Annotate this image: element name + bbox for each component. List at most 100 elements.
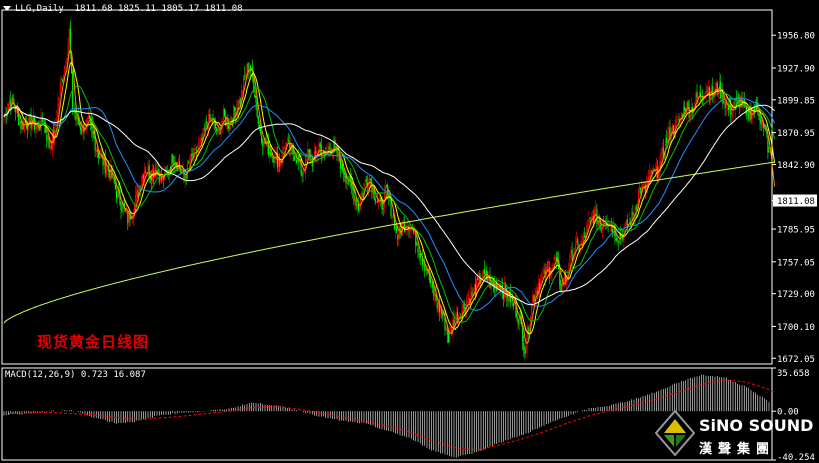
y-tick-label: 1927.90 — [777, 64, 815, 74]
y-tick-label: 1729.00 — [777, 290, 815, 300]
dropdown-arrow-icon[interactable] — [3, 6, 11, 11]
bull-candle — [570, 250, 572, 254]
bear-candle — [73, 109, 75, 111]
bull-candle — [510, 296, 512, 301]
bear-candle — [225, 115, 227, 126]
macd-tick-label: 0.00 — [777, 408, 799, 418]
bear-candle — [635, 206, 637, 210]
bull-candle — [47, 135, 49, 140]
bull-candle — [434, 293, 436, 298]
bear-candle — [165, 169, 167, 172]
bull-candle — [65, 66, 67, 68]
bull-candle — [54, 127, 56, 139]
bull-candle — [690, 106, 692, 117]
bear-candle — [453, 319, 455, 328]
bear-candle — [271, 154, 273, 156]
bull-candle — [535, 289, 537, 297]
bear-candle — [143, 174, 145, 179]
bull-candle — [86, 117, 88, 123]
bull-candle — [189, 162, 191, 164]
bull-candle — [285, 142, 287, 146]
bear-candle — [352, 185, 354, 190]
bear-candle — [120, 203, 122, 211]
bull-candle — [711, 85, 713, 96]
bear-candle — [80, 127, 82, 130]
bear-candle — [234, 107, 236, 111]
bull-candle — [490, 278, 492, 289]
bear-candle — [696, 91, 698, 98]
bull-candle — [689, 115, 691, 119]
bull-candle — [476, 279, 478, 296]
bear-candle — [249, 66, 251, 72]
bear-candle — [716, 82, 718, 93]
bull-candle — [361, 192, 363, 198]
bull-candle — [126, 210, 128, 213]
bear-candle — [188, 162, 190, 164]
bull-candle — [82, 124, 84, 132]
bull-candle — [95, 148, 97, 152]
bear-candle — [206, 122, 208, 124]
bull-candle — [391, 216, 393, 218]
bear-candle — [46, 134, 48, 141]
bull-candle — [305, 155, 307, 173]
bear-candle — [96, 150, 98, 152]
bear-candle — [456, 311, 458, 324]
bull-candle — [208, 113, 210, 131]
bull-candle — [459, 316, 461, 318]
bull-candle — [642, 186, 644, 188]
bull-candle — [409, 228, 411, 231]
bull-candle — [136, 190, 138, 195]
bear-candle — [536, 291, 538, 293]
y-tick-label: 1757.05 — [777, 258, 815, 268]
bear-candle — [533, 294, 535, 302]
logo-english-text: SiNO SOUND — [699, 416, 814, 435]
bull-candle — [410, 227, 412, 231]
bull-candle — [107, 167, 109, 170]
bull-candle — [639, 185, 641, 193]
bear-candle — [253, 77, 255, 90]
bear-candle — [666, 137, 668, 144]
bear-candle — [347, 181, 349, 184]
bear-candle — [209, 113, 211, 121]
bear-candle — [505, 283, 507, 292]
bear-candle — [681, 114, 683, 119]
bear-candle — [89, 115, 91, 119]
bear-candle — [353, 188, 355, 201]
bear-candle — [483, 269, 485, 274]
bull-candle — [263, 137, 265, 149]
bull-candle — [677, 118, 679, 120]
y-tick-label: 1842.90 — [777, 161, 815, 171]
bear-candle — [687, 101, 689, 107]
bear-candle — [270, 151, 272, 156]
bear-candle — [764, 127, 766, 129]
bull-candle — [360, 197, 362, 210]
bull-candle — [569, 255, 571, 272]
bull-candle — [561, 281, 563, 293]
bull-candle — [550, 273, 552, 277]
bull-candle — [117, 190, 119, 199]
bear-candle — [560, 284, 562, 293]
bear-candle — [640, 187, 642, 194]
bull-candle — [586, 226, 588, 237]
bull-candle — [327, 148, 329, 151]
bull-candle — [481, 277, 483, 280]
bull-candle — [141, 176, 143, 183]
bear-candle — [399, 228, 401, 230]
symbol-label: LLG,Daily — [15, 4, 64, 14]
bear-candle — [262, 141, 264, 147]
bear-candle — [390, 199, 392, 217]
bull-candle — [246, 64, 248, 73]
bull-candle — [751, 113, 753, 119]
bull-candle — [379, 197, 381, 201]
diamond-logo-icon — [655, 410, 695, 456]
bear-candle — [289, 142, 291, 151]
bear-candle — [102, 154, 104, 166]
ma-orange-line — [3, 48, 776, 344]
bear-candle — [22, 122, 24, 130]
bull-candle — [658, 172, 660, 180]
chart-header: LLG,Daily 1811.68 1825.11 1805.17 1811.0… — [3, 4, 243, 14]
bear-candle — [125, 209, 127, 211]
bear-candle — [558, 260, 560, 270]
bull-candle — [395, 224, 397, 231]
